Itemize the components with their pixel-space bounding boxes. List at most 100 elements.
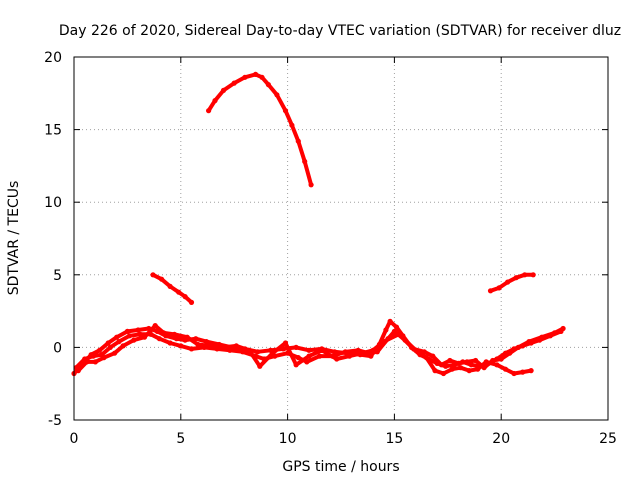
data-point [449,366,455,372]
data-point [282,340,289,346]
x-axis-label: GPS time / hours [282,459,399,475]
data-point [473,357,479,364]
data-point [75,368,81,374]
data-point [220,87,227,93]
data-point [173,336,180,342]
data-point [507,350,513,356]
data-point [494,362,500,368]
data-point [370,347,376,353]
data-point [502,366,509,372]
y-tick-label: 5 [53,268,62,284]
data-point [105,340,111,346]
data-point [302,158,308,165]
data-point [137,331,143,337]
x-tick-label: 10 [279,431,297,447]
y-tick-label: 20 [44,50,62,66]
data-point [490,357,496,364]
data-point [346,353,353,359]
x-tick-label: 5 [176,431,185,447]
data-point [319,347,325,353]
data-point [411,346,417,352]
data-point [120,343,126,349]
data-point [167,340,173,346]
data-point [293,362,299,368]
data-point [306,353,312,359]
data-point [520,369,526,375]
data-point [176,289,182,295]
data-point [195,341,201,348]
data-point [455,360,462,366]
data-point [188,346,195,352]
data-point [257,363,263,369]
data-point [188,299,195,305]
data-point [458,365,464,371]
data-point [396,331,402,337]
data-point [528,368,534,374]
data-point [182,294,188,300]
x-tick-label: 0 [70,431,79,447]
data-point [178,343,184,349]
data-point [464,359,470,365]
data-point [295,355,301,361]
data-point [253,71,259,77]
data-point [530,272,536,278]
data-point [475,366,481,372]
data-point [231,80,237,86]
data-point [126,333,133,339]
data-point [184,334,190,340]
data-point [159,276,165,282]
data-point [496,285,502,291]
data-point [227,347,233,353]
data-point [259,74,265,80]
data-point [92,359,98,365]
data-point [487,288,494,294]
data-point [141,334,148,340]
data-point [355,347,361,353]
data-point [255,349,261,355]
data-point [124,328,130,334]
data-point [246,347,252,353]
data-point [112,350,118,356]
data-point [432,368,438,374]
series-track-base-c [76,323,566,373]
data-point [114,334,120,340]
y-axis-label: SDTVAR / TECUs [6,181,22,296]
data-point [107,344,113,350]
data-point [150,272,156,278]
data-point [116,339,122,345]
data-point [97,347,103,353]
data-point [560,325,566,332]
data-point [498,356,504,362]
data-point [423,355,429,361]
data-point [233,343,239,349]
axis-ticks: 0 5 10 15 20 25 -5 0 5 10 15 20 [44,50,617,447]
data-point [317,353,323,359]
x-tick-label: 25 [599,431,617,447]
data-point [242,74,248,80]
data-point [391,328,397,334]
data-point [156,336,162,342]
data-point [438,362,444,368]
data-point [101,355,107,361]
data-point [152,323,158,329]
data-point [131,337,137,343]
data-point [274,92,280,98]
data-point [374,349,380,355]
data-point [342,349,348,355]
data-point [208,343,214,349]
data-point [387,318,393,324]
data-point [206,108,212,114]
data-point [522,272,528,278]
data-point [526,339,532,345]
data-point [306,347,312,353]
data-point [289,122,295,128]
data-series [71,71,566,377]
grid [74,57,608,420]
data-point [293,344,299,350]
y-tick-label: 15 [44,123,62,139]
data-point [381,339,387,345]
x-tick-label: 20 [492,431,510,447]
data-point [270,350,276,356]
data-point [359,350,365,356]
